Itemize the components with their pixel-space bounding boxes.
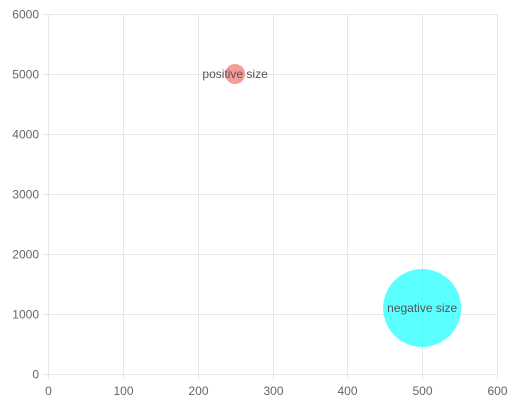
y-tick-label: 6000	[12, 8, 39, 22]
gridlines	[43, 14, 498, 379]
bubble-label: negative size	[387, 301, 457, 315]
x-tick-label: 600	[487, 384, 507, 398]
bubble-label: positive size	[202, 67, 268, 81]
x-tick-label: 100	[113, 384, 133, 398]
y-tick-label: 0	[32, 368, 39, 382]
y-tick-label: 5000	[12, 68, 39, 82]
y-tick-label: 1000	[12, 308, 39, 322]
y-tick-label: 2000	[12, 248, 39, 262]
x-tick-label: 0	[45, 384, 52, 398]
x-tick-label: 500	[412, 384, 432, 398]
bubble-point[interactable]	[225, 64, 246, 84]
bubble-point[interactable]	[383, 269, 462, 347]
y-tick-label: 3000	[12, 188, 39, 202]
x-axis: 0 100 200 300 400 500 600	[45, 384, 508, 398]
x-tick-label: 300	[263, 384, 283, 398]
y-tick-label: 4000	[12, 128, 39, 142]
x-tick-label: 400	[337, 384, 357, 398]
bubbles: positive size negative size	[202, 64, 462, 347]
x-tick-label: 200	[188, 384, 208, 398]
y-axis: 0 1000 2000 3000 4000 5000 6000	[12, 8, 39, 382]
